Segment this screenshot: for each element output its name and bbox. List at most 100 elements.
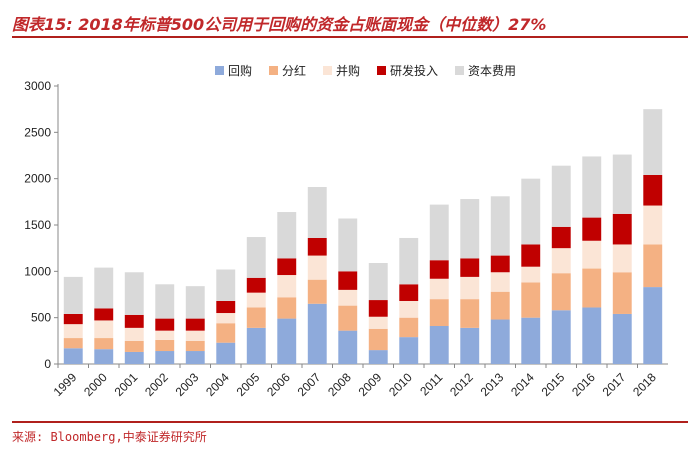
bar-2009-series-1 <box>368 328 388 351</box>
bar-2002-series-3 <box>155 318 175 331</box>
bar-2016-series-1 <box>582 268 602 308</box>
bar-2017-series-1 <box>612 272 632 314</box>
bar-2007-series-0 <box>307 303 327 364</box>
bar-2014-series-0 <box>521 317 541 364</box>
legend-swatch-3 <box>377 66 386 75</box>
bar-2011-series-3 <box>429 260 449 279</box>
bar-2012-series-2 <box>460 276 480 300</box>
bar-2015-series-1 <box>551 273 571 311</box>
legend-label-3: 研发投入 <box>390 63 438 78</box>
bar-2014-series-4 <box>521 178 541 245</box>
bar-2001-series-3 <box>124 314 144 328</box>
bar-2011-series-0 <box>429 326 449 364</box>
y-tick-label: 1000 <box>24 264 51 278</box>
x-tick-label: 2014 <box>508 370 537 399</box>
bar-2018-series-0 <box>643 287 663 364</box>
x-tick-label: 2005 <box>234 370 263 399</box>
bar-1999-series-1 <box>63 338 83 349</box>
bar-1999-series-2 <box>63 324 83 339</box>
bar-2009-series-4 <box>368 262 388 301</box>
bar-2001-series-0 <box>124 351 144 364</box>
y-tick-label: 3000 <box>24 79 51 93</box>
source-note: 来源: Bloomberg,中泰证券研究所 <box>12 430 207 444</box>
bar-2016-series-2 <box>582 240 602 269</box>
bar-2013-series-3 <box>490 255 510 273</box>
bar-2012-series-1 <box>460 299 480 328</box>
x-tick-label: 2011 <box>417 370 445 398</box>
bar-2006-series-0 <box>277 318 297 364</box>
bar-2005-series-3 <box>246 277 266 293</box>
bar-2014-series-1 <box>521 282 541 318</box>
x-tick-label: 2006 <box>264 370 293 399</box>
bar-2016-series-3 <box>582 217 602 241</box>
bar-2009-series-2 <box>368 316 388 329</box>
bar-2012-series-3 <box>460 258 480 277</box>
bar-2013-series-0 <box>490 319 510 364</box>
legend-swatch-2 <box>323 66 332 75</box>
bar-2011-series-2 <box>429 278 449 300</box>
bar-1999-series-4 <box>63 276 83 314</box>
bar-2002-series-0 <box>155 351 175 364</box>
bar-2008-series-4 <box>338 218 358 272</box>
legend-swatch-0 <box>215 66 224 75</box>
x-tick-label: 2001 <box>112 370 141 399</box>
y-tick-label: 2500 <box>24 125 51 139</box>
legend-swatch-1 <box>269 66 278 75</box>
bar-2008-series-3 <box>338 271 358 290</box>
x-tick-label: 2017 <box>600 370 629 399</box>
legend-label-0: 回购 <box>228 63 252 78</box>
bar-2001-series-2 <box>124 327 144 341</box>
x-tick-label: 2009 <box>356 370 385 399</box>
bar-2018-series-1 <box>643 244 663 288</box>
bar-2015-series-4 <box>551 165 571 227</box>
x-tick-label: 2007 <box>295 370 324 399</box>
x-axis: 1999 2000 2001 2002 2003 2004 2005 2006 2007 2008… <box>51 363 668 399</box>
legend-label-4: 资本费用 <box>468 64 516 78</box>
legend-swatch-4 <box>455 66 464 75</box>
x-tick-label: 2003 <box>173 370 202 399</box>
bar-2002-series-1 <box>155 339 175 352</box>
bar-2004-series-1 <box>216 323 236 343</box>
y-tick-label: 500 <box>31 311 51 325</box>
x-tick-label: 2012 <box>447 370 476 399</box>
bar-2015-series-2 <box>551 248 571 274</box>
title-bar: 图表15: 2018年标普500公司用于回购的资金占账面现金（中位数）27% <box>12 10 688 38</box>
x-tick-label: 2016 <box>569 370 598 399</box>
x-tick-label: 2010 <box>386 370 415 399</box>
bar-2004-series-3 <box>216 300 236 314</box>
y-axis: 0 500 1000 1500 2000 2500 3000 <box>24 79 59 371</box>
bar-2003-series-2 <box>185 330 205 341</box>
bar-2006-series-2 <box>277 275 297 298</box>
bar-2013-series-2 <box>490 272 510 292</box>
x-tick-label: 2004 <box>203 370 232 399</box>
bar-2009-series-0 <box>368 350 388 364</box>
bar-2013-series-1 <box>490 291 510 320</box>
bar-2016-series-0 <box>582 307 602 364</box>
chart-title: 图表15: 2018年标普500公司用于回购的资金占账面现金（中位数）27% <box>12 15 547 34</box>
bar-2002-series-2 <box>155 330 175 340</box>
bar-2000-series-2 <box>94 320 114 339</box>
bar-2003-series-3 <box>185 318 205 331</box>
bar-2001-series-4 <box>124 272 144 315</box>
x-tick-label: 2015 <box>539 370 568 399</box>
bar-2016-series-4 <box>582 156 602 218</box>
bar-2014-series-3 <box>521 244 541 267</box>
bar-2006-series-3 <box>277 258 297 276</box>
bars <box>63 109 663 364</box>
bar-2008-series-1 <box>338 305 358 331</box>
bar-2005-series-1 <box>246 307 266 328</box>
bar-2009-series-3 <box>368 300 388 317</box>
bar-2007-series-1 <box>307 279 327 304</box>
bar-2007-series-2 <box>307 255 327 280</box>
bar-2000-series-4 <box>94 267 114 309</box>
bar-2003-series-0 <box>185 351 205 364</box>
bar-2010-series-3 <box>399 284 419 301</box>
legend-label-2: 并购 <box>336 63 360 78</box>
x-tick-label: 2000 <box>81 370 110 399</box>
bar-2014-series-2 <box>521 266 541 283</box>
x-tick-label: 2002 <box>142 370 171 399</box>
bar-2005-series-0 <box>246 327 266 364</box>
bar-2017-series-0 <box>612 313 632 364</box>
bar-2011-series-1 <box>429 299 449 327</box>
